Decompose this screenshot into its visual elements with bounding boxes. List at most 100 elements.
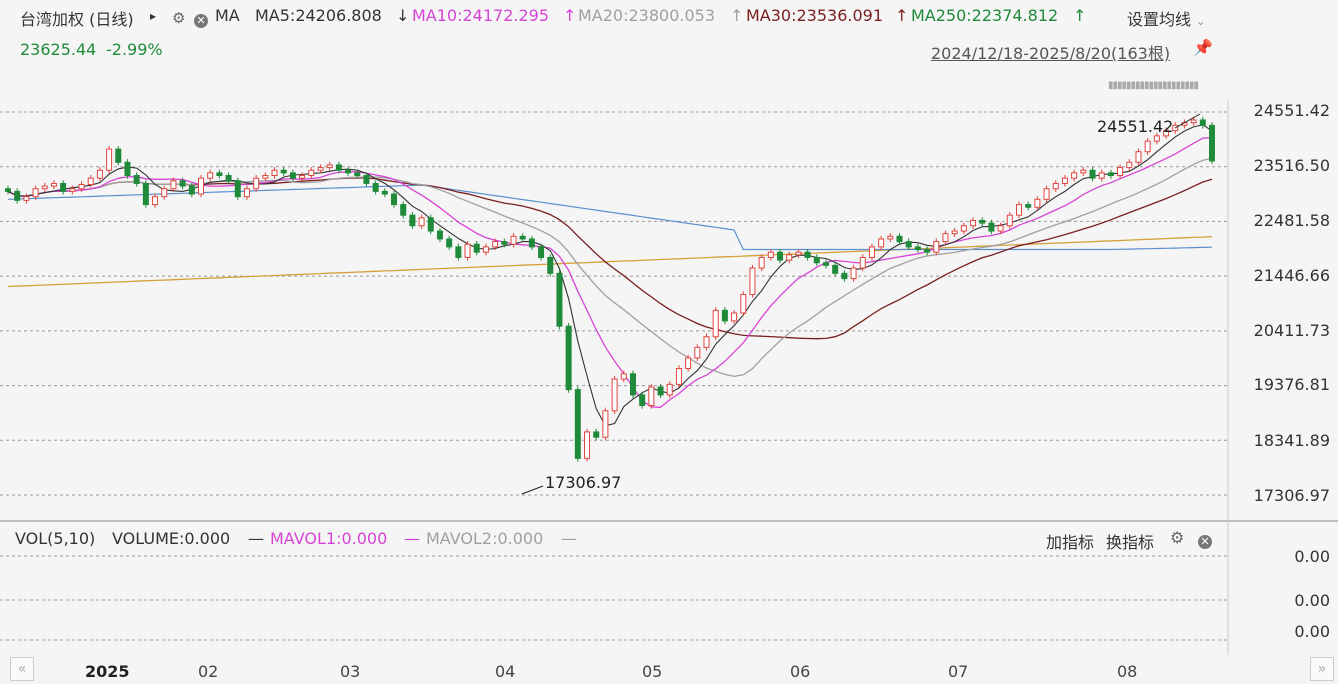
scrollbar-handle-icon[interactable]: ▮▮▮▮▮▮▮▮▮▮▮▮▮▮▮▮▮▮▮▮ bbox=[1108, 80, 1199, 91]
price-grid bbox=[0, 100, 1338, 655]
date-range[interactable]: 2024/12/18-2025/8/20(163根) bbox=[931, 44, 1171, 63]
volume-axis-label: 0.00 bbox=[1294, 591, 1330, 610]
candle-body bbox=[326, 164, 333, 169]
candle-body bbox=[721, 309, 728, 322]
ma10-value: MA10:24172.295 bbox=[412, 6, 550, 25]
candle-body bbox=[1117, 167, 1124, 177]
candles bbox=[5, 113, 1215, 495]
price-axis-label: 17306.97 bbox=[1253, 486, 1330, 505]
pin-icon[interactable]: 📌 bbox=[1193, 38, 1213, 57]
chevron-down-icon: ⌄ bbox=[1196, 15, 1206, 28]
chart-title[interactable]: 台湾加权 (日线) bbox=[20, 10, 134, 29]
candle-body bbox=[942, 233, 949, 243]
candle-body bbox=[32, 188, 39, 198]
vol-label: VOL(5,10) bbox=[15, 529, 96, 548]
candle-body bbox=[1052, 182, 1059, 190]
candle-body bbox=[5, 188, 11, 192]
ma-settings-label: 设置均线 bbox=[1127, 10, 1192, 29]
time-axis-label: 05 bbox=[642, 662, 663, 681]
candle-body bbox=[69, 188, 76, 192]
candle-body bbox=[887, 235, 894, 240]
volume-value: VOLUME:0.000 bbox=[112, 529, 231, 548]
ma10-line bbox=[7, 136, 1213, 408]
candle-body bbox=[363, 175, 370, 184]
candle-body bbox=[868, 246, 875, 258]
candle-body bbox=[78, 184, 85, 190]
low-annotation-arrow bbox=[521, 485, 544, 495]
candle-body bbox=[565, 325, 572, 391]
candle-body bbox=[777, 251, 784, 261]
candle-body bbox=[87, 177, 94, 186]
candle-body bbox=[1190, 119, 1197, 124]
ma5-value: MA5:24206.808 bbox=[255, 6, 382, 25]
candle-body bbox=[234, 180, 241, 198]
price-axis-label: 22481.58 bbox=[1253, 211, 1330, 230]
candle-body bbox=[620, 373, 627, 380]
low-annotation: 17306.97 bbox=[545, 473, 622, 492]
candle-body bbox=[188, 185, 195, 195]
candle-body bbox=[317, 167, 324, 171]
candle-body bbox=[1163, 130, 1170, 137]
candle-body bbox=[418, 217, 425, 227]
candle-body bbox=[979, 219, 986, 224]
candle-body bbox=[767, 251, 774, 258]
ma10-arrow-icon: ↑ bbox=[563, 6, 577, 25]
candle-body bbox=[960, 225, 967, 232]
volume-gear-icon[interactable]: ⚙ bbox=[1170, 528, 1185, 547]
ma250-line bbox=[7, 236, 1213, 288]
add-indicator-button[interactable]: 加指标 bbox=[1046, 533, 1095, 552]
scroll-right-button[interactable]: » bbox=[1310, 657, 1334, 681]
candle-body bbox=[924, 249, 931, 253]
close-icon[interactable]: ✕ bbox=[194, 9, 208, 28]
candle-body bbox=[740, 293, 747, 314]
candle-body bbox=[1135, 151, 1142, 163]
candle-body bbox=[528, 238, 535, 248]
candle-body bbox=[308, 169, 315, 177]
volume-dash: — bbox=[248, 529, 264, 548]
ma30-line bbox=[7, 177, 1213, 340]
candle-body bbox=[124, 161, 131, 177]
candle-body bbox=[1034, 198, 1041, 208]
candle-body bbox=[1098, 172, 1105, 179]
gear-icon[interactable]: ⚙ bbox=[172, 9, 186, 27]
candle-body bbox=[574, 389, 581, 459]
time-axis-label: 04 bbox=[495, 662, 516, 681]
ma20-value: MA20:23800.053 bbox=[578, 6, 716, 25]
candle-body bbox=[1061, 177, 1068, 184]
mavol2-dash: — bbox=[561, 529, 577, 548]
ma-label: MA bbox=[215, 6, 240, 25]
volume-close-icon[interactable]: ✕ bbox=[1198, 530, 1212, 549]
candle-body bbox=[1080, 169, 1087, 174]
time-axis-label: 02 bbox=[198, 662, 219, 681]
candle-body bbox=[14, 190, 21, 201]
candle-body bbox=[1153, 135, 1160, 142]
moving-average-lines bbox=[7, 124, 1213, 427]
title-arrow-icon[interactable]: ▸ bbox=[150, 9, 157, 23]
candle-body bbox=[133, 175, 140, 184]
candle-body bbox=[207, 172, 214, 179]
candle-body bbox=[354, 172, 361, 177]
switch-indicator-button[interactable]: 换指标 bbox=[1106, 533, 1155, 552]
candle-body bbox=[216, 172, 223, 177]
candle-body bbox=[289, 172, 296, 179]
candle-body bbox=[271, 169, 278, 177]
candle-body bbox=[1025, 204, 1032, 208]
ma30-arrow-icon: ↑ bbox=[895, 6, 909, 25]
volume-axis-label: 0.00 bbox=[1294, 622, 1330, 641]
candle-body bbox=[400, 204, 407, 216]
ma20-arrow-icon: ↑ bbox=[730, 6, 744, 25]
mavol1-value: MAVOL1:0.000 bbox=[270, 529, 388, 548]
high-annotation: 24551.42 bbox=[1097, 117, 1174, 136]
candle-body bbox=[179, 180, 186, 187]
time-axis-label: 2025 bbox=[85, 662, 130, 681]
candle-body bbox=[391, 193, 398, 206]
ma-settings-button[interactable]: 设置均线 ⌄ bbox=[1127, 6, 1205, 30]
candle-body bbox=[464, 243, 471, 258]
candle-body bbox=[152, 196, 159, 206]
ma250-value: MA250:22374.812 bbox=[911, 6, 1059, 25]
candle-body bbox=[262, 175, 269, 179]
candle-body bbox=[1089, 169, 1096, 179]
candle-body bbox=[1209, 124, 1215, 162]
scroll-left-button[interactable]: « bbox=[10, 657, 34, 681]
mavol1-dash: — bbox=[404, 529, 420, 548]
